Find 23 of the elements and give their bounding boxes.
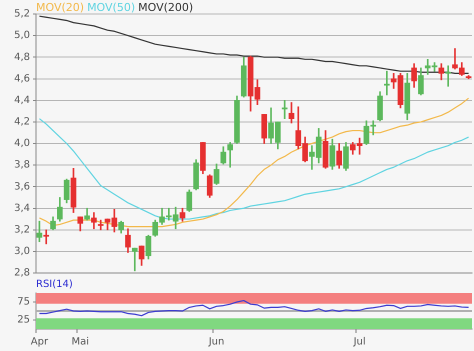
text: MOV(20): [36, 1, 84, 14]
x-tick-label: Mai: [72, 336, 90, 348]
y-tick-label: 4,8: [14, 52, 30, 63]
y-tick-label: 5,0: [14, 30, 30, 42]
x-tick-label: Apr: [30, 336, 49, 348]
y-tick-label: 75: [17, 296, 30, 308]
y-tick-label: 3,6: [14, 181, 30, 192]
y-tick-label: 3,8: [14, 160, 30, 171]
text: MOV(200): [138, 1, 194, 14]
y-tick-label: 3,4: [14, 202, 30, 214]
y-tick-label: 4,0: [14, 138, 30, 150]
y-tick-label: 25: [17, 314, 30, 326]
chart-title: RSI(14): [36, 279, 73, 290]
y-tick-label: 4,4: [14, 94, 30, 106]
y-tick-label: 4,6: [14, 73, 30, 84]
y-tick-label: 2,8: [14, 268, 30, 279]
x-tick-label: Jun: [208, 336, 224, 348]
y-tick-label: 3,0: [14, 246, 30, 258]
x-tick-label: Jul: [352, 336, 366, 348]
y-tick-label: 3,2: [14, 224, 30, 236]
text: MOV(50): [87, 1, 136, 14]
y-tick-label: 5,2: [14, 8, 30, 20]
y-tick-label: 4,2: [14, 116, 30, 128]
